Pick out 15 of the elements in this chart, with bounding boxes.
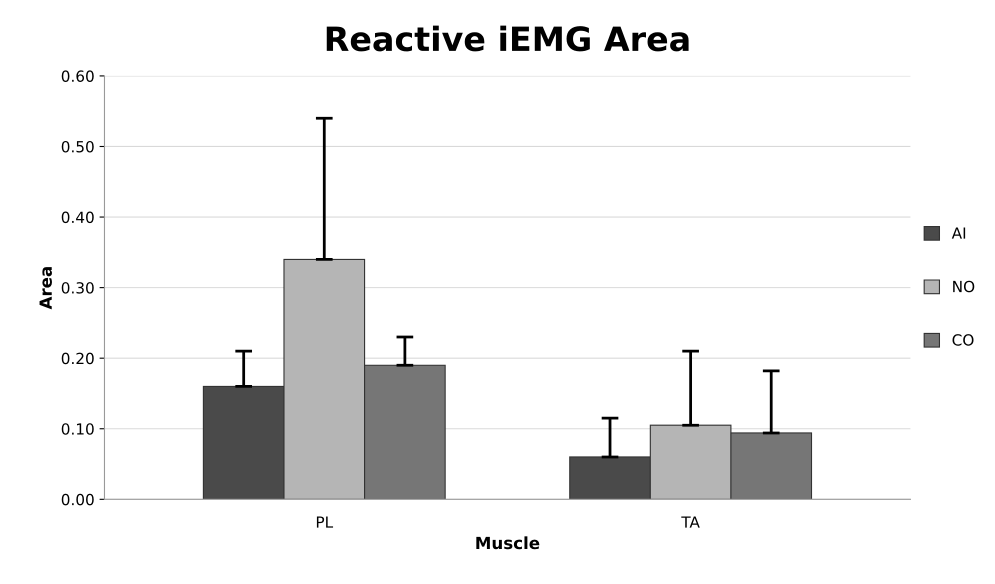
y-tick-label: 0.60 — [62, 70, 94, 82]
y-tick-label: 0.50 — [62, 140, 94, 153]
y-tick-label: 0.20 — [62, 352, 94, 364]
y-tick-label: 0.30 — [62, 282, 94, 294]
chart-title: Reactive iEMG Area — [326, 26, 689, 52]
y-tick-label: 0.40 — [62, 212, 94, 224]
x-axis-title: Muscle — [476, 536, 540, 550]
y-axis-title: Area — [40, 267, 52, 310]
x-tick-label: PL — [316, 516, 334, 528]
legend-label: AI — [952, 227, 966, 239]
y-tick-label: 0.00 — [62, 494, 94, 506]
y-tick-label: 0.10 — [62, 423, 94, 435]
x-tick-label: TA — [681, 516, 700, 528]
legend-label: NO — [953, 280, 974, 292]
legend-label: CO — [952, 334, 974, 346]
